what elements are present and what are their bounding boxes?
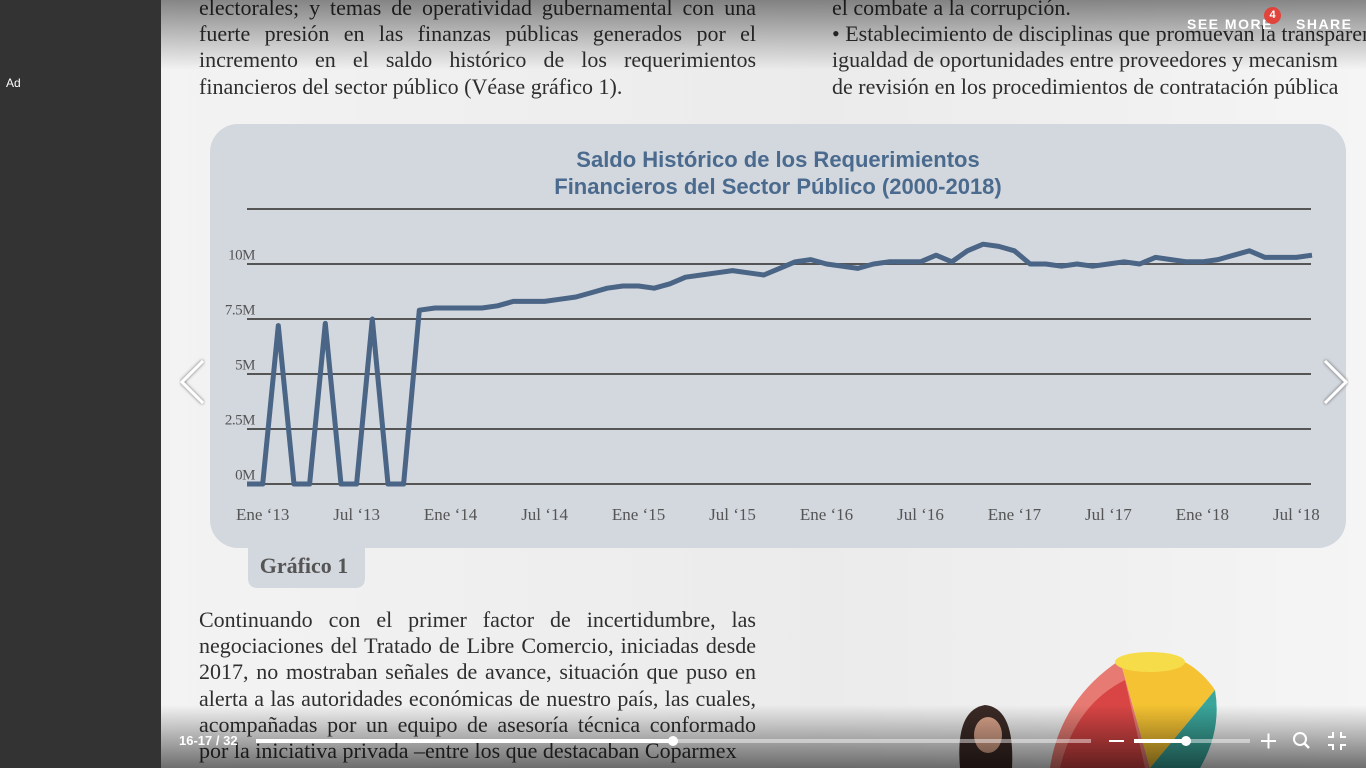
x-tick-label: Ene ‘16: [800, 505, 853, 524]
text-line: el combate a la corrupción.: [832, 0, 1071, 21]
chart-card: [210, 124, 1346, 548]
progress-fill: [256, 739, 673, 743]
x-tick-label: Jul ‘17: [1085, 505, 1132, 524]
y-tick-label: 2.5M: [225, 412, 255, 428]
zoom-track[interactable]: [1134, 739, 1250, 743]
search-button[interactable]: [1293, 732, 1310, 749]
zoom-fill: [1134, 739, 1186, 743]
y-tick-label: 5M: [235, 357, 255, 373]
x-tick-label: Jul ‘14: [521, 505, 568, 524]
text-line: Continuando con el primer factor de ince…: [199, 607, 756, 632]
x-tick-label: Ene ‘17: [988, 505, 1042, 524]
text-line: negociaciones del Tratado de Libre Comer…: [199, 633, 756, 659]
chart-title: Saldo Histórico de los Requerimientos: [576, 147, 979, 172]
zoom-in[interactable]: [1261, 733, 1276, 749]
text-line: igualdad de oportunidades entre proveedo…: [832, 47, 1338, 73]
text-line: fuerte presión en las finanzas públicas …: [199, 21, 756, 47]
share-button[interactable]: SHARE: [1296, 16, 1353, 32]
text-line: de revisión en los procedimientos de con…: [832, 73, 1339, 99]
progress-knob[interactable]: [668, 736, 678, 746]
prev-page[interactable]: [179, 359, 205, 405]
text-line: financieros del sector público (Véase gr…: [199, 73, 623, 99]
zoom-knob[interactable]: [1181, 736, 1191, 746]
x-tick-label: Jul ‘15: [709, 505, 756, 524]
text-line: • Establecimiento de disciplinas que pro…: [832, 21, 1366, 47]
x-tick-label: Ene ‘18: [1176, 505, 1229, 524]
next-page[interactable]: [1323, 359, 1349, 405]
page-indicator: 16-17 / 32: [179, 733, 238, 748]
y-tick-label: 10M: [228, 247, 255, 263]
text-line: electorales; y temas de operatividad gub…: [199, 0, 756, 21]
notification-badge: 4: [1264, 7, 1281, 24]
y-tick-label: 0M: [235, 467, 255, 483]
toolbar-shade: [161, 705, 1366, 768]
x-tick-label: Jul ‘13: [333, 505, 380, 524]
text-line: 2017, no mostraban señales de avance, si…: [199, 659, 756, 685]
x-tick-label: Jul ‘16: [897, 505, 944, 524]
x-tick-label: Jul ‘18: [1273, 505, 1320, 524]
data-line: [247, 241, 1313, 487]
text-line: incremento en el saldo histórico de los …: [199, 47, 756, 73]
chart-title: Financieros del Sector Público (2000-201…: [554, 174, 1002, 199]
x-tick-label: Ene ‘15: [612, 505, 665, 524]
caption: Gráfico 1: [260, 553, 349, 578]
fullscreen-button[interactable]: [1328, 732, 1346, 750]
y-tick-label: 7.5M: [225, 302, 255, 318]
caption-tab: [248, 548, 365, 588]
ad-sidebar: Ad: [0, 0, 161, 768]
x-tick-label: Ene ‘14: [424, 505, 478, 524]
see-more-button[interactable]: SEE MORE: [1187, 16, 1273, 32]
x-tick-label: Ene ‘13: [236, 505, 289, 524]
ad-label: Ad: [6, 76, 21, 90]
header-shade: [161, 0, 1366, 70]
